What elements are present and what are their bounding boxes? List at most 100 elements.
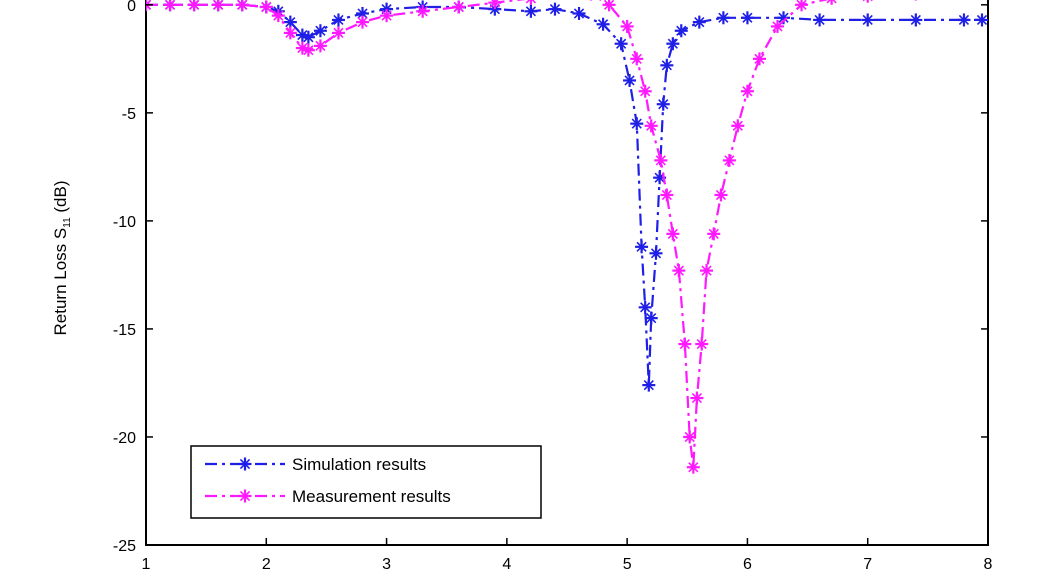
y-tick-label: -15 bbox=[113, 322, 136, 339]
data-point bbox=[331, 13, 345, 27]
data-point bbox=[313, 24, 327, 38]
y-axis-label-unit: (dB) bbox=[51, 181, 70, 218]
data-point bbox=[644, 119, 658, 133]
data-point bbox=[649, 246, 663, 260]
x-tick-label: 3 bbox=[382, 556, 391, 573]
data-point bbox=[692, 15, 706, 29]
data-point bbox=[683, 430, 697, 444]
data-point bbox=[211, 0, 225, 12]
x-tick-label: 2 bbox=[262, 556, 271, 573]
data-point bbox=[524, 4, 538, 18]
data-point bbox=[638, 84, 652, 98]
legend: Simulation results Measurement results bbox=[190, 445, 542, 519]
data-point bbox=[596, 17, 610, 31]
data-point bbox=[313, 39, 327, 53]
x-tick-label: 1 bbox=[142, 556, 151, 573]
data-point bbox=[678, 337, 692, 351]
data-point bbox=[301, 30, 315, 44]
legend-label-simulation: Simulation results bbox=[292, 455, 426, 474]
legend-box bbox=[190, 445, 542, 519]
data-point bbox=[666, 227, 680, 241]
legend-label-measurement: Measurement results bbox=[292, 487, 451, 506]
y-tick-label: 0 bbox=[127, 0, 136, 15]
y-tick-label: -25 bbox=[113, 538, 136, 555]
x-tick-label: 7 bbox=[863, 556, 872, 573]
data-point bbox=[690, 391, 704, 405]
data-point bbox=[707, 227, 721, 241]
data-point bbox=[975, 13, 988, 27]
data-point bbox=[714, 188, 728, 202]
data-point bbox=[331, 26, 345, 40]
x-tick-label: 6 bbox=[743, 556, 752, 573]
data-point bbox=[614, 37, 628, 51]
y-axis-label-main: Return Loss S bbox=[51, 228, 70, 336]
data-point bbox=[752, 52, 766, 66]
data-point bbox=[187, 0, 201, 12]
data-point bbox=[488, 0, 502, 10]
data-point bbox=[722, 153, 736, 167]
y-tick-label: -5 bbox=[122, 106, 136, 123]
data-point bbox=[572, 6, 586, 20]
data-point bbox=[862, 0, 873, 3]
legend-sample-simulation bbox=[205, 457, 285, 471]
data-point bbox=[771, 19, 784, 33]
data-point bbox=[630, 117, 644, 131]
x-tick-label: 8 bbox=[984, 556, 993, 573]
y-axis-label: Return Loss S11 (dB) bbox=[51, 181, 73, 336]
data-point bbox=[813, 13, 827, 27]
x-tick-label: 4 bbox=[502, 556, 511, 573]
legend-sample-measurement bbox=[205, 489, 285, 503]
x-axis-ticks: 1 2 3 4 5 6 7 8 bbox=[142, 538, 993, 573]
data-point bbox=[666, 37, 680, 51]
data-point bbox=[861, 13, 875, 27]
data-point bbox=[660, 58, 674, 72]
data-point bbox=[548, 2, 562, 16]
series-group bbox=[146, 0, 988, 474]
data-point bbox=[909, 13, 923, 27]
x-tick-label: 5 bbox=[623, 556, 632, 573]
data-point bbox=[642, 378, 656, 392]
data-point bbox=[660, 188, 674, 202]
data-point bbox=[525, 0, 537, 5]
data-point bbox=[416, 4, 430, 18]
plot-area bbox=[145, 0, 989, 546]
data-point bbox=[656, 97, 670, 111]
data-point bbox=[380, 9, 394, 23]
y-tick-label: -10 bbox=[113, 214, 136, 231]
data-point bbox=[654, 153, 668, 167]
data-point bbox=[630, 52, 644, 66]
data-point bbox=[700, 264, 714, 278]
data-point bbox=[271, 9, 285, 23]
data-point bbox=[686, 460, 700, 474]
data-point bbox=[283, 26, 297, 40]
axes-frame bbox=[145, 0, 989, 546]
series-measurement bbox=[146, 0, 917, 474]
data-point bbox=[602, 0, 616, 12]
data-point bbox=[740, 11, 754, 25]
data-point bbox=[826, 0, 837, 5]
y-axis-ticks: 0 -5 -10 -15 -20 -25 bbox=[113, 0, 988, 555]
y-tick-label: -20 bbox=[113, 430, 136, 447]
data-point bbox=[620, 19, 634, 33]
legend-marker bbox=[238, 457, 252, 471]
data-point bbox=[672, 264, 686, 278]
data-point bbox=[716, 11, 730, 25]
data-point bbox=[301, 43, 315, 57]
data-point bbox=[695, 337, 709, 351]
data-point bbox=[638, 300, 652, 314]
data-point bbox=[674, 24, 688, 38]
data-point bbox=[235, 0, 249, 12]
data-point bbox=[356, 15, 370, 29]
data-point bbox=[957, 13, 971, 27]
y-axis-label-subscript: 11 bbox=[62, 217, 73, 228]
data-point bbox=[259, 0, 273, 14]
data-point bbox=[623, 73, 637, 87]
data-point bbox=[795, 0, 809, 12]
data-point bbox=[452, 0, 466, 14]
data-point bbox=[740, 84, 754, 98]
data-point bbox=[644, 311, 658, 325]
legend-marker bbox=[238, 489, 252, 503]
data-point bbox=[163, 0, 177, 12]
data-point bbox=[731, 119, 745, 133]
